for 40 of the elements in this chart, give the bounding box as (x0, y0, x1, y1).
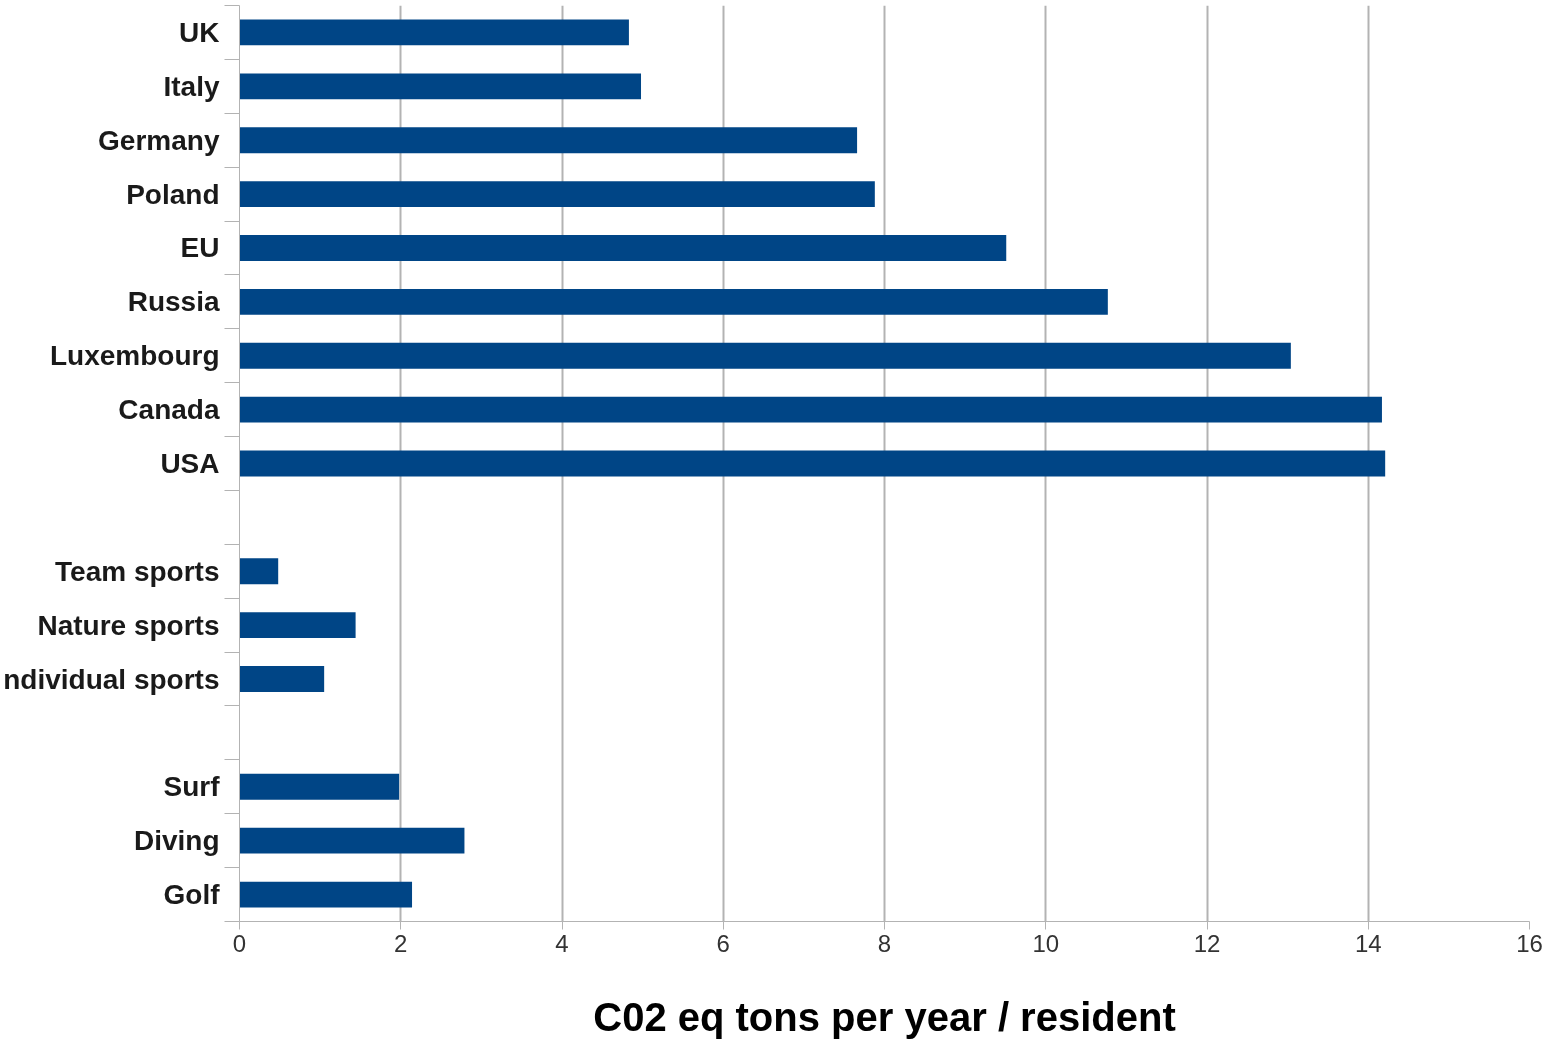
y-tick-label: Russia (127, 286, 220, 318)
y-tick-label: ndividual sports (3, 663, 220, 695)
x-tick-label: 4 (555, 929, 569, 957)
y-tick-label: Team sports (55, 555, 220, 587)
x-axis-title: C02 eq tons per year / resident (593, 994, 1176, 1039)
bar (239, 666, 325, 692)
bar (239, 235, 1007, 261)
bar (239, 73, 642, 100)
bar (239, 342, 1291, 369)
bar (239, 288, 1108, 315)
y-tick-label: Germany (98, 124, 220, 156)
x-tick-label: 0 (232, 929, 247, 957)
y-tick-label: Nature sports (37, 609, 220, 641)
bar (239, 19, 629, 46)
y-tick-label: UK (179, 16, 220, 48)
bar (239, 827, 465, 854)
bar (239, 450, 1386, 477)
x-tick-label: 14 (1354, 929, 1382, 957)
x-tick-label: 12 (1193, 929, 1221, 957)
y-tick-label: Canada (118, 394, 220, 426)
bar (239, 881, 413, 908)
y-tick-label: Italy (163, 70, 220, 102)
y-tick-label: Luxembourg (49, 340, 220, 372)
y-tick-label: USA (160, 448, 220, 479)
x-tick-label: 10 (1032, 929, 1060, 957)
y-tick-label: Golf (163, 879, 221, 911)
y-tick-label: Poland (126, 178, 220, 210)
x-tick-label: 16 (1516, 929, 1543, 957)
y-tick-label: Diving (133, 825, 220, 857)
bar (239, 773, 400, 800)
x-tick-label: 6 (716, 929, 730, 957)
y-tick-label: EU (180, 232, 220, 264)
y-tick-label: Surf (163, 771, 221, 803)
bar (239, 558, 279, 585)
bar (239, 181, 875, 208)
x-tick-label: 2 (394, 929, 408, 957)
bar (239, 127, 858, 154)
bar (239, 612, 356, 639)
x-tick-label: 8 (877, 929, 892, 957)
bar (239, 396, 1382, 423)
